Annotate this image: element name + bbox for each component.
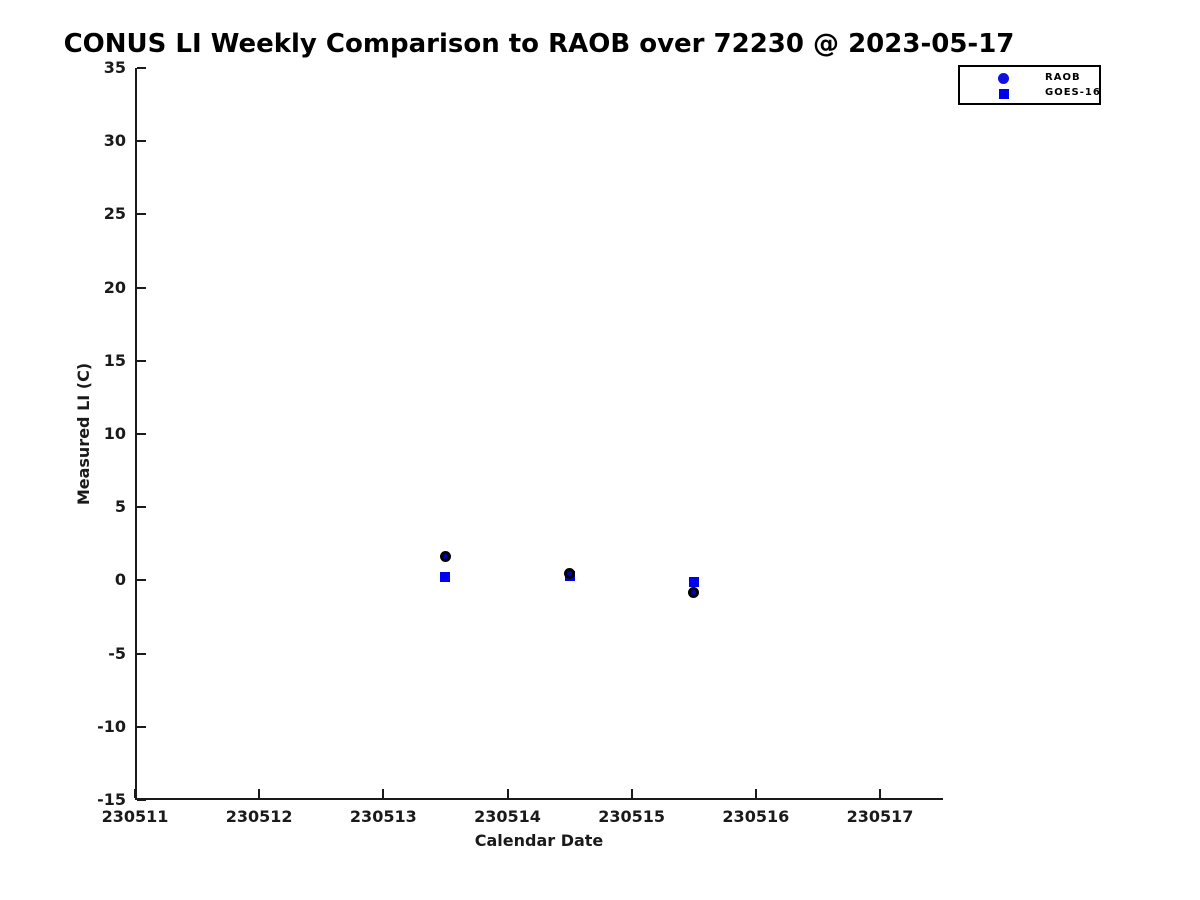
chart-title: CONUS LI Weekly Comparison to RAOB over …: [63, 29, 1015, 59]
data-point-raob-1: [564, 567, 576, 579]
y-axis-spine: [135, 68, 137, 800]
y-tick-label: 0: [114, 570, 126, 590]
legend-item-raob: RAOB: [960, 71, 1099, 85]
y-tick-mark: [137, 799, 146, 801]
x-tick-mark: [258, 789, 261, 798]
y-tick-label: 20: [103, 277, 126, 297]
legend-label-goes16: GOES-16: [1045, 86, 1101, 98]
x-tick-label: 230514: [474, 807, 541, 826]
legend-label-raob: RAOB: [1045, 71, 1081, 83]
y-tick-label: 5: [114, 497, 126, 517]
y-tick-mark: [137, 433, 146, 435]
data-point-goes-16-2: [688, 576, 699, 587]
x-tick-label: 230515: [598, 807, 666, 826]
y-tick-mark: [137, 67, 146, 69]
circle-marker-icon: [998, 72, 1009, 84]
x-tick-mark: [134, 789, 136, 798]
y-tick-label: -10: [97, 716, 126, 736]
square-marker-icon: [999, 88, 1009, 99]
y-tick-mark: [137, 506, 146, 509]
legend-item-goes16: GOES-16: [960, 86, 1101, 100]
y-tick-label: 35: [103, 58, 126, 77]
x-axis-spine: [135, 798, 943, 800]
y-tick-label: -15: [97, 790, 126, 809]
x-tick-label: 230517: [846, 807, 914, 826]
x-tick-label: 230516: [722, 807, 790, 826]
x-tick-mark: [382, 789, 385, 798]
y-tick-mark: [137, 213, 146, 216]
y-tick-mark: [137, 286, 146, 289]
data-point-raob-0: [439, 551, 451, 563]
y-axis-label: Measured LI (C): [74, 362, 93, 506]
x-tick-label: 230511: [101, 807, 169, 826]
y-tick-mark: [137, 359, 146, 362]
y-tick-mark: [137, 579, 146, 582]
y-tick-label: 25: [103, 204, 126, 224]
y-tick-label: 15: [103, 350, 126, 370]
y-tick-mark: [137, 652, 146, 655]
data-point-goes-16-0: [440, 572, 451, 583]
x-tick-label: 230512: [225, 807, 293, 826]
legend: RAOB GOES-16: [958, 65, 1101, 105]
y-tick-mark: [137, 725, 146, 728]
x-tick-mark: [754, 789, 757, 798]
x-tick-mark: [879, 789, 881, 798]
y-tick-label: 10: [103, 424, 126, 443]
data-point-raob-2: [688, 586, 700, 598]
x-tick-mark: [630, 789, 633, 798]
x-tick-label: 230513: [349, 807, 417, 826]
y-tick-mark: [137, 140, 146, 143]
x-tick-mark: [506, 789, 509, 798]
x-axis-label: Calendar Date: [474, 831, 604, 850]
y-tick-label: 30: [103, 131, 126, 151]
y-tick-label: -5: [108, 643, 126, 663]
